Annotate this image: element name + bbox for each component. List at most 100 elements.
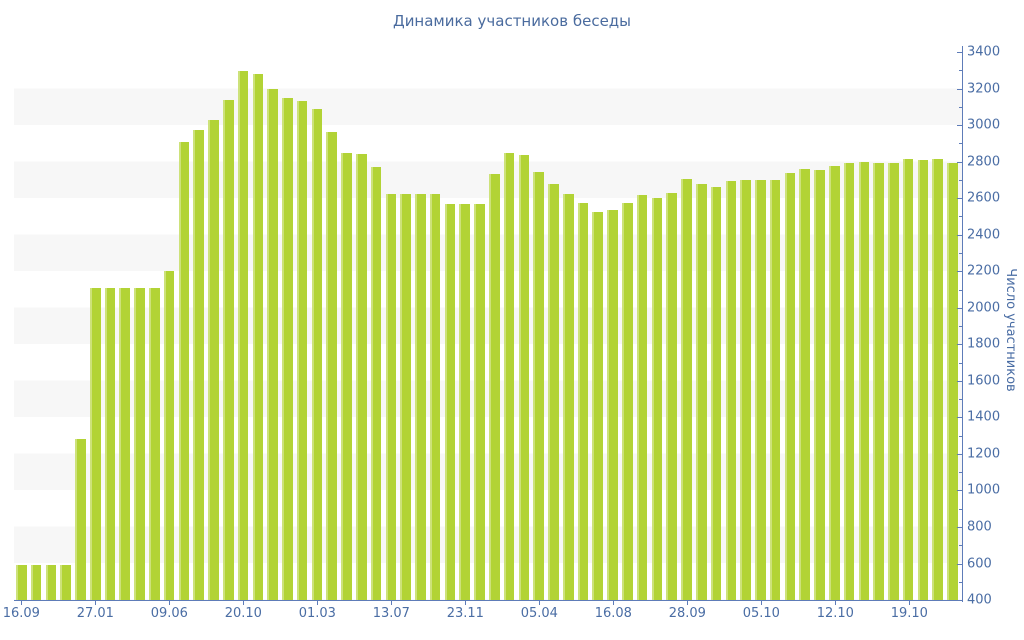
bar[interactable]: [75, 439, 86, 600]
y-major-tick: [957, 344, 963, 346]
bar[interactable]: [843, 163, 855, 600]
y-minor-tick: [959, 399, 963, 401]
y-major-tick: [957, 490, 963, 492]
bar[interactable]: [562, 193, 574, 600]
y-major-tick: [957, 563, 963, 565]
bar[interactable]: [444, 203, 456, 600]
bar[interactable]: [45, 565, 57, 600]
y-major-tick: [957, 88, 963, 90]
bar[interactable]: [503, 153, 515, 600]
bar[interactable]: [341, 153, 352, 600]
bar[interactable]: [828, 166, 840, 600]
bar[interactable]: [710, 187, 722, 600]
x-tick: [95, 600, 97, 605]
bar[interactable]: [104, 287, 116, 600]
bar[interactable]: [755, 179, 766, 600]
bar[interactable]: [666, 192, 677, 600]
bar[interactable]: [311, 108, 323, 600]
y-tick-label: 3200: [967, 81, 1001, 96]
bar[interactable]: [489, 174, 500, 600]
bar[interactable]: [902, 158, 914, 600]
x-tick-label: 13.07: [372, 606, 410, 621]
bar[interactable]: [222, 99, 234, 600]
bar[interactable]: [296, 101, 308, 600]
bar[interactable]: [607, 210, 618, 600]
x-tick-label: 05.04: [520, 606, 558, 621]
y-tick-label: 2200: [967, 263, 1001, 279]
bar[interactable]: [16, 565, 27, 600]
bar[interactable]: [873, 162, 884, 600]
bar[interactable]: [888, 162, 899, 600]
y-major-tick: [957, 526, 963, 528]
y-major-tick: [957, 198, 963, 200]
bar[interactable]: [474, 203, 485, 600]
bar[interactable]: [193, 129, 204, 600]
y-major-tick: [957, 380, 963, 382]
x-tick: [391, 600, 393, 605]
bar[interactable]: [459, 203, 471, 600]
bar[interactable]: [60, 565, 71, 600]
y-minor-tick: [959, 143, 963, 145]
bar[interactable]: [577, 202, 589, 600]
bar[interactable]: [237, 71, 249, 600]
y-minor-tick: [959, 106, 963, 108]
bar[interactable]: [119, 287, 131, 600]
bar[interactable]: [947, 163, 958, 600]
y-tick-label: 600: [967, 556, 992, 571]
y-tick-label: 1600: [967, 373, 1001, 389]
bar[interactable]: [592, 211, 604, 600]
x-tick: [761, 600, 763, 605]
bar[interactable]: [208, 119, 219, 600]
y-minor-tick: [959, 179, 963, 181]
bar[interactable]: [784, 172, 796, 600]
bar[interactable]: [267, 89, 278, 600]
bar[interactable]: [799, 168, 810, 600]
y-tick-label: 1000: [967, 482, 1001, 498]
bar[interactable]: [622, 202, 633, 600]
y-minor-tick: [959, 362, 963, 364]
bar[interactable]: [518, 155, 530, 600]
bar[interactable]: [533, 171, 544, 600]
bar[interactable]: [814, 169, 825, 600]
y-tick-label: 800: [967, 519, 992, 535]
y-minor-tick: [959, 472, 963, 474]
bar[interactable]: [695, 184, 707, 600]
bar[interactable]: [149, 287, 160, 600]
bar[interactable]: [134, 287, 145, 600]
bar[interactable]: [178, 141, 190, 600]
x-tick-label: 16.08: [594, 606, 632, 621]
bar[interactable]: [725, 180, 737, 600]
y-tick-label: 1800: [967, 336, 1001, 352]
x-tick-label: 01.03: [298, 606, 336, 621]
bar[interactable]: [858, 161, 870, 600]
y-minor-tick: [959, 581, 963, 583]
bar[interactable]: [548, 183, 559, 600]
bar[interactable]: [282, 97, 293, 600]
bar[interactable]: [400, 193, 411, 600]
bar[interactable]: [252, 73, 264, 600]
x-tick: [169, 600, 171, 605]
bar[interactable]: [89, 287, 101, 600]
x-tick-label: 23.11: [446, 606, 484, 621]
bar[interactable]: [370, 167, 382, 600]
bar[interactable]: [163, 271, 175, 600]
x-tick-label: 09.06: [150, 606, 188, 621]
bar[interactable]: [355, 154, 367, 600]
y-tick-label: 1200: [967, 446, 1001, 462]
bar[interactable]: [769, 179, 781, 600]
y-tick-label: 2000: [967, 300, 1001, 316]
bar[interactable]: [429, 193, 441, 600]
bar[interactable]: [385, 193, 397, 600]
bar[interactable]: [326, 132, 337, 600]
x-tick: [243, 600, 245, 605]
bar[interactable]: [636, 195, 648, 600]
bar[interactable]: [681, 179, 692, 600]
x-tick: [613, 600, 615, 605]
bar[interactable]: [30, 565, 42, 600]
x-tick-label: 28.09: [668, 606, 706, 621]
bar[interactable]: [917, 159, 929, 600]
bar[interactable]: [415, 193, 426, 600]
bar[interactable]: [932, 158, 944, 600]
bar[interactable]: [651, 198, 663, 600]
bar[interactable]: [740, 179, 751, 600]
